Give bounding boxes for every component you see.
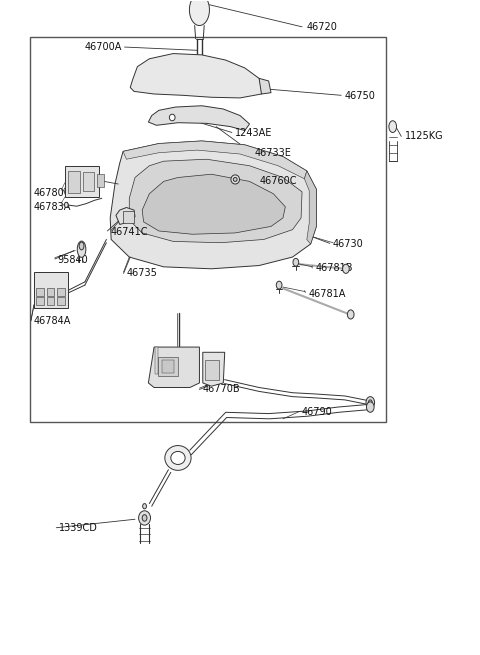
Text: 46741C: 46741C [110, 227, 148, 236]
Text: 46735: 46735 [126, 269, 157, 278]
Text: 95840: 95840 [58, 255, 88, 265]
Text: 46784A: 46784A [34, 316, 71, 326]
Bar [30, 37, 385, 422]
Bar [97, 174, 104, 187]
Ellipse shape [368, 400, 372, 405]
Bar [123, 212, 133, 223]
Polygon shape [148, 105, 250, 130]
Bar [205, 360, 219, 380]
Ellipse shape [231, 175, 240, 184]
Bar [83, 172, 95, 191]
Ellipse shape [366, 397, 374, 408]
Text: 46720: 46720 [307, 22, 338, 33]
Ellipse shape [165, 445, 191, 470]
Bar [57, 297, 65, 305]
Text: 46780C: 46780C [34, 188, 72, 198]
Polygon shape [304, 171, 316, 244]
Bar [34, 272, 68, 308]
Bar [158, 357, 178, 377]
Bar [57, 288, 65, 296]
Ellipse shape [293, 258, 299, 266]
Ellipse shape [139, 511, 151, 525]
Text: 46783A: 46783A [34, 202, 71, 212]
Polygon shape [148, 347, 199, 388]
Bar [47, 288, 54, 296]
Bar [68, 171, 80, 193]
Ellipse shape [79, 242, 84, 250]
Polygon shape [259, 79, 271, 94]
Text: 46710A: 46710A [158, 370, 195, 380]
Text: 46733E: 46733E [254, 148, 291, 158]
Polygon shape [123, 141, 307, 179]
Polygon shape [130, 54, 266, 98]
Ellipse shape [348, 310, 354, 319]
Bar [47, 297, 54, 305]
Bar [65, 166, 99, 197]
Polygon shape [116, 208, 135, 225]
Text: 46770B: 46770B [203, 384, 240, 394]
Text: 46781A: 46781A [308, 289, 346, 299]
Text: 1243AE: 1243AE [235, 128, 273, 138]
Text: 46790: 46790 [302, 407, 333, 417]
Text: 46730: 46730 [333, 239, 364, 249]
Polygon shape [110, 141, 316, 269]
Bar [162, 360, 174, 373]
Ellipse shape [142, 515, 147, 521]
Text: 1339CD: 1339CD [59, 523, 97, 533]
Text: 46781B: 46781B [315, 263, 353, 273]
Ellipse shape [171, 451, 185, 464]
Polygon shape [142, 174, 285, 234]
Ellipse shape [343, 264, 349, 273]
Ellipse shape [190, 0, 209, 26]
Ellipse shape [64, 202, 68, 208]
Ellipse shape [169, 114, 175, 121]
Text: 46760C: 46760C [259, 176, 297, 186]
Ellipse shape [276, 281, 282, 289]
Ellipse shape [366, 402, 374, 412]
Bar [36, 288, 44, 296]
Bar [36, 297, 44, 305]
Ellipse shape [143, 504, 146, 509]
Text: 1125KG: 1125KG [405, 132, 443, 141]
Ellipse shape [233, 178, 237, 181]
Ellipse shape [389, 121, 396, 132]
Text: 46750: 46750 [345, 91, 376, 101]
Polygon shape [155, 347, 158, 375]
Text: 46700A: 46700A [85, 42, 122, 52]
Polygon shape [203, 352, 225, 386]
Ellipse shape [77, 241, 86, 257]
Polygon shape [129, 159, 302, 243]
